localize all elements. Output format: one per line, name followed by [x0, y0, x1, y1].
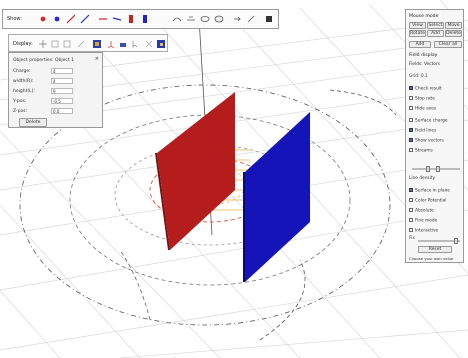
equipotential-icon[interactable]	[185, 13, 197, 25]
dialog-row-label: width(R):	[13, 79, 34, 84]
grid-label: Grid: 0.1	[409, 74, 428, 79]
streams-option[interactable]: Streams	[409, 148, 433, 154]
mode-view-button[interactable]: View	[409, 22, 426, 29]
field-lines-icon[interactable]	[171, 13, 183, 25]
display-toolbar: Display:	[8, 34, 168, 52]
fix-label: Fix	[409, 236, 415, 241]
plate-blue-icon[interactable]	[139, 13, 151, 25]
width-field[interactable]: 4	[51, 78, 73, 84]
rod-icon[interactable]	[79, 13, 91, 25]
clear-all-button[interactable]: Clear all	[434, 41, 462, 48]
line-charge-icon[interactable]	[65, 13, 77, 25]
bottom-hint: Choose your own value	[409, 256, 454, 261]
surface-in-plane-option[interactable]: Surface in plane	[409, 188, 450, 194]
grid-dense-icon[interactable]	[49, 38, 61, 50]
delete-button[interactable]: Delete	[19, 118, 47, 127]
check-result-option[interactable]: Check result	[409, 86, 442, 92]
positive-plate-edge	[155, 153, 170, 250]
arrows-icon[interactable]	[231, 13, 243, 25]
mode-select-button[interactable]: Select	[427, 22, 444, 29]
delete-icon[interactable]	[263, 13, 275, 25]
reset-button[interactable]: Reset	[418, 246, 452, 253]
height-field[interactable]: 9	[51, 88, 73, 94]
interactive-option[interactable]: Interactive	[409, 228, 438, 234]
mode-rotate-button[interactable]: Rotate	[409, 30, 426, 37]
value-slider[interactable]	[418, 238, 460, 244]
negative-plate-edge	[243, 172, 245, 282]
disk-icon[interactable]	[213, 13, 225, 25]
colormap-icon[interactable]	[91, 38, 103, 50]
add-button[interactable]: Add	[409, 41, 431, 48]
fields-mode-label[interactable]: Fields: Vectors	[409, 62, 440, 67]
mode-delete-button[interactable]: Delete	[445, 30, 462, 37]
positive-plate[interactable]	[157, 92, 235, 250]
eraser-icon[interactable]	[245, 13, 257, 25]
surface-charge-option[interactable]: Surface charge	[409, 118, 448, 124]
field-display-title: Field display	[409, 53, 438, 58]
mode-move-button[interactable]: Move	[445, 22, 462, 29]
charge-negative-icon[interactable]	[51, 13, 63, 25]
line-red-icon[interactable]	[97, 13, 109, 25]
dialog-row-label: Y-pos:	[13, 99, 27, 104]
right-control-panel: Mouse mode View Select Move Rotate Add D…	[405, 9, 464, 263]
zpos-field[interactable]: 0.0	[51, 108, 73, 114]
dialog-row-label: Z-pos:	[13, 109, 28, 114]
mouse-mode-title: Mouse mode	[409, 14, 439, 19]
triad-icon[interactable]	[105, 38, 117, 50]
mesh-icon[interactable]	[143, 38, 155, 50]
mode-add-button[interactable]: Add	[427, 30, 444, 37]
fine-mode-option[interactable]: Fine mode	[409, 218, 437, 224]
dialog-row-label: Charge:	[13, 69, 31, 74]
dialog-row-label: height(L):	[13, 89, 35, 94]
vectors-icon[interactable]	[75, 38, 87, 50]
charge-positive-icon[interactable]	[37, 13, 49, 25]
object-properties-dialog: Object properties: Object 1 × Charge: 4 …	[8, 52, 103, 128]
density-slider[interactable]	[412, 166, 460, 172]
surface-icon[interactable]	[199, 13, 211, 25]
plate-red-icon[interactable]	[125, 13, 137, 25]
absolute-option[interactable]: Absolute	[409, 208, 434, 214]
toolbar-label: Show:	[7, 16, 22, 22]
field-lines-option[interactable]: Field lines	[409, 128, 436, 134]
color-potential-option[interactable]: Color Potential	[409, 198, 446, 204]
cursor-icon[interactable]	[129, 38, 141, 50]
negative-plate[interactable]	[245, 112, 310, 282]
hide-axes-option[interactable]: Hide axes	[409, 106, 436, 112]
display-toolbar-label: Display:	[13, 41, 33, 47]
top-toolbar: Show:	[2, 9, 279, 29]
show-vectors-option[interactable]: Show vectors	[409, 138, 444, 144]
charge-field[interactable]: 4	[51, 68, 73, 74]
heatmap-icon[interactable]	[155, 38, 167, 50]
potential-icon[interactable]	[117, 38, 129, 50]
grid-icon[interactable]	[37, 38, 49, 50]
wire-icon[interactable]	[111, 13, 123, 25]
line-density-label: Line density	[409, 176, 436, 181]
close-icon[interactable]: ×	[94, 56, 99, 62]
ypos-field[interactable]: -0.5	[51, 98, 73, 104]
grid-sparse-icon[interactable]	[61, 38, 73, 50]
dialog-title: Object properties: Object 1	[13, 58, 74, 63]
stop-rate-option[interactable]: Stop rate	[409, 96, 435, 102]
